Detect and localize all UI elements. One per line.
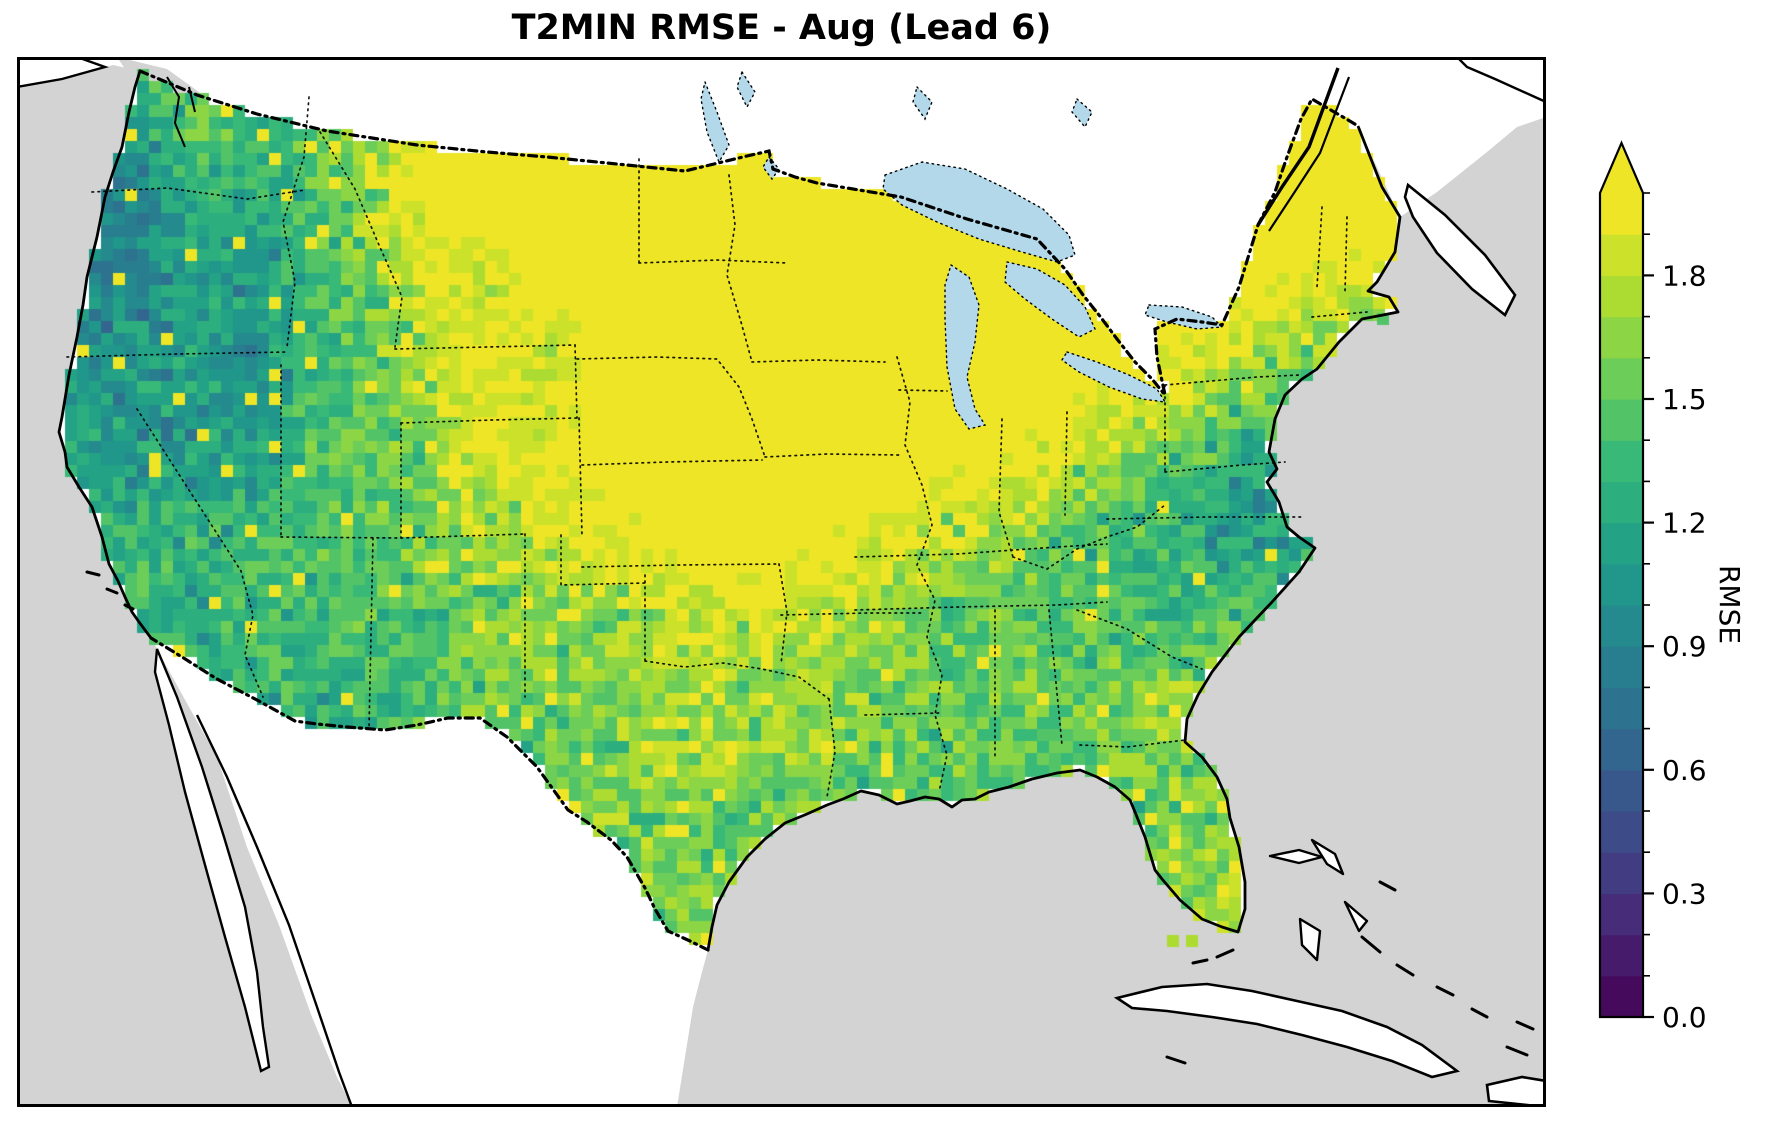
- lake: [1071, 97, 1093, 129]
- lake: [944, 263, 987, 430]
- colorbar-band: [1600, 687, 1643, 730]
- lake: [912, 85, 933, 121]
- colorbar-band: [1600, 316, 1643, 359]
- colorbar-band: [1600, 811, 1643, 853]
- puget-islands: [166, 76, 196, 148]
- lake: [1144, 304, 1224, 330]
- colorbar-tick-label: 1.2: [1662, 507, 1707, 540]
- lake: [700, 79, 730, 164]
- colorbar-band: [1600, 357, 1643, 400]
- great-lakes: [700, 70, 1224, 430]
- lake: [1004, 261, 1096, 338]
- colorbar-band: [1600, 893, 1643, 936]
- colorbar-tick-label: 0.0: [1662, 1001, 1707, 1034]
- colorbar-band: [1600, 852, 1643, 894]
- map-overlay-layer: [17, 57, 1546, 1107]
- colorbar-band: [1600, 769, 1643, 812]
- colorbar-band: [1600, 563, 1643, 606]
- colorbar-band: [1600, 234, 1643, 276]
- colorbar-band: [1600, 728, 1643, 771]
- colorbar-svg: 0.0 0.3 0.6 0.9 1.2 1.5 1.8: [1598, 140, 1707, 1034]
- small-cays: [1165, 880, 1535, 1065]
- colorbar-band: [1600, 275, 1643, 318]
- colorbar-extend-max-arrow: [1600, 143, 1643, 193]
- atlantic-gulf-coastline: [706, 125, 1402, 951]
- colorbar-band: [1600, 522, 1643, 565]
- bahamas-islands: [1268, 838, 1369, 962]
- colorbar-outline: [1598, 140, 1645, 1019]
- colorbar-tick-label: 0.3: [1662, 877, 1707, 910]
- colorbar-band: [1600, 440, 1643, 482]
- colorbar-band: [1600, 481, 1643, 524]
- map-panel: [17, 57, 1546, 1107]
- channel-islands: [85, 570, 135, 611]
- colorbar-tick-label: 0.9: [1662, 630, 1707, 663]
- colorbar-band: [1600, 193, 1643, 235]
- state-borders: [66, 96, 1368, 798]
- colorbar-axis-label: RMSE: [1713, 564, 1747, 645]
- canada-border: [138, 69, 1360, 397]
- florida-keys: [1191, 948, 1235, 965]
- colorbar-tick-label: 1.8: [1662, 259, 1707, 292]
- lake: [762, 155, 780, 181]
- lake: [1061, 351, 1167, 403]
- colorbar-band: [1600, 975, 1643, 1018]
- colorbar-band: [1600, 646, 1643, 688]
- colorbar-tick-label: 1.5: [1662, 383, 1707, 416]
- colorbar-tick-label: 0.6: [1662, 754, 1707, 787]
- mexico-border: [149, 636, 710, 952]
- st-lawrence-river: [1256, 67, 1340, 226]
- figure-title: T2MIN RMSE - Aug (Lead 6): [511, 8, 1052, 48]
- pacific-coastline: [57, 70, 153, 639]
- map-frame: [17, 57, 1546, 1107]
- st-lawrence-north-shore: [1268, 76, 1351, 232]
- colorbar-band: [1600, 605, 1643, 647]
- lake: [736, 70, 756, 109]
- colorbar-band: [1600, 934, 1643, 977]
- colorbar: 0.0 0.3 0.6 0.9 1.2 1.5 1.8: [1555, 130, 1767, 1070]
- colorbar-band: [1600, 399, 1643, 441]
